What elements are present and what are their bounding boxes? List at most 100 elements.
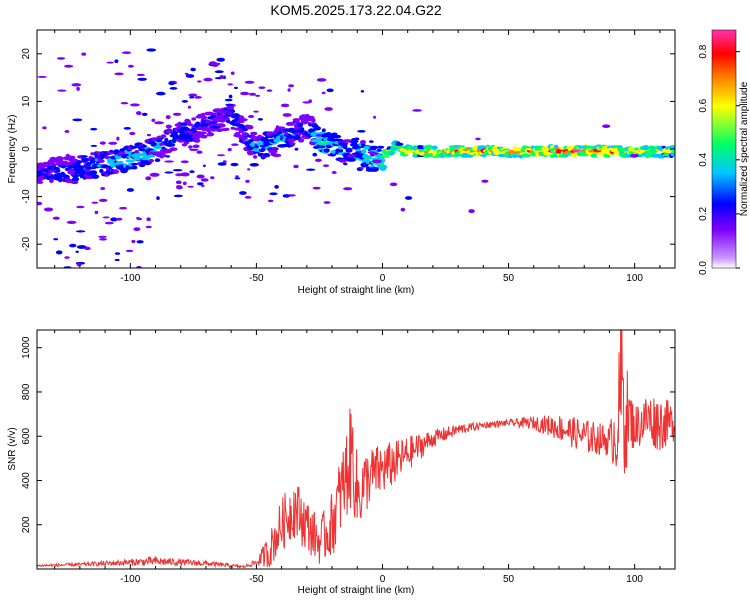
spectrogram-cell [75,230,86,233]
spectrogram-cell [312,152,318,157]
spectrogram-cell [89,170,97,175]
spectrogram-cell [198,131,207,135]
spectrogram-cell [140,144,148,148]
spectrogram-cell [188,145,193,149]
spectrogram-cell [197,182,204,186]
snr-series-line [37,330,675,569]
spectrogram-cell [98,198,108,202]
spectrogram-cell [183,130,193,134]
spectrogram-cell [146,217,151,222]
spectrogram-cell [72,118,83,122]
spectrogram-cell [269,192,278,196]
spectrogram-cell [209,112,218,116]
spectrogram-cell [189,148,199,151]
colorbar-tick-label: 0.0 [698,261,709,275]
spectrogram-cell [326,88,334,93]
spectrogram-cell [164,160,175,163]
spectrogram-cell [175,173,184,177]
spectrogram-cell [180,122,189,126]
spectrogram-cell [233,133,242,138]
spectrogram-cell [241,132,248,137]
snr-y-tick-label: 800 [21,383,32,400]
spectrogram-cell [315,134,322,137]
spectrogram-cell [249,163,259,167]
spectrogram-cell [182,181,187,186]
spectrogram-cell [172,112,182,116]
spectrogram-cell [118,151,126,155]
spectrogram-cell [285,121,295,126]
snr-y-axis-label: SNR (v/v) [7,427,18,470]
spectrogram-cell [223,117,230,121]
spectrogram-cell [137,77,147,81]
spectrogram-cell [134,150,139,154]
spectrogram-cell [69,155,76,160]
spectrogram-cell [231,143,239,146]
spectrogram-cell [130,103,140,107]
spectrogram-cell [100,187,106,190]
spectrogram-cell [379,162,385,166]
spectrogram-cell [200,115,208,120]
spectrogram-cell [377,145,385,149]
spectrogram-cell [147,154,156,158]
spectrogram-cell [247,168,251,171]
spectrogram-cell [180,160,189,164]
spectrogram-cell [55,250,63,255]
spectrogram-cell [193,138,201,143]
spectrogram-cell [202,164,206,167]
spectrogram-cell [165,124,172,129]
spectrogram-cell [94,210,99,215]
spectrogram-x-axis-label: Height of straight line (km) [298,285,415,296]
spectrogram-cell [629,154,640,158]
spectrogram-cell [227,83,234,86]
spectrogram-cell [196,174,205,179]
spectrogram-cell [366,155,372,159]
spectrogram-cell [136,265,142,268]
spectrogram-cell [247,115,255,118]
spectrogram-cell [75,250,79,253]
spectrogram-cell [114,72,124,76]
spectrogram-cell [99,141,106,145]
spectrogram-x-tick-label: 100 [626,273,643,284]
spectrogram-cell [76,263,82,267]
spectrogram-cell [131,239,136,244]
spectrogram-cell [41,161,50,168]
spectrogram-cell [389,151,394,156]
spectrogram-cell [64,64,74,68]
spectrogram-cell [331,134,342,139]
spectrogram-cell [58,177,63,183]
spectrogram-cell [63,174,70,179]
colorbar-tick-label: 0.4 [698,152,709,166]
spectrogram-cell [376,148,382,152]
spectrogram-marks [37,48,675,268]
spectrogram-cell [475,137,481,141]
spectrogram-cell [201,112,206,117]
spectrogram-cell [344,139,353,142]
spectrogram-cell [357,130,366,133]
spectrogram-cell [191,117,197,121]
spectrogram-cell [325,144,333,149]
spectrogram-cell [37,180,44,184]
spectrogram-cell [274,185,279,189]
spectrogram-cell [68,164,73,169]
spectrogram-cell [102,216,110,219]
spectrogram-cell [200,134,208,139]
spectrogram-cell [75,160,83,164]
spectrogram-cell [123,126,131,130]
spectrogram-cell [634,147,640,151]
spectrogram-cell [76,86,80,91]
spectrogram-cell [76,245,87,249]
spectrogram-cell [69,243,77,248]
spectrogram-cell [424,144,433,149]
spectrogram-cell [282,113,292,117]
spectrogram-cell [361,149,367,154]
spectrogram-cell [312,186,321,190]
spectrogram-cell [216,57,225,62]
spectrogram-cell [120,102,129,105]
snr-x-tick-label: 0 [380,574,386,585]
spectrogram-cell [108,141,118,145]
spectrogram-cell [431,145,438,150]
spectrogram-cell [331,171,337,174]
spectrogram-cell [164,171,174,174]
spectrogram-cell [151,118,156,123]
